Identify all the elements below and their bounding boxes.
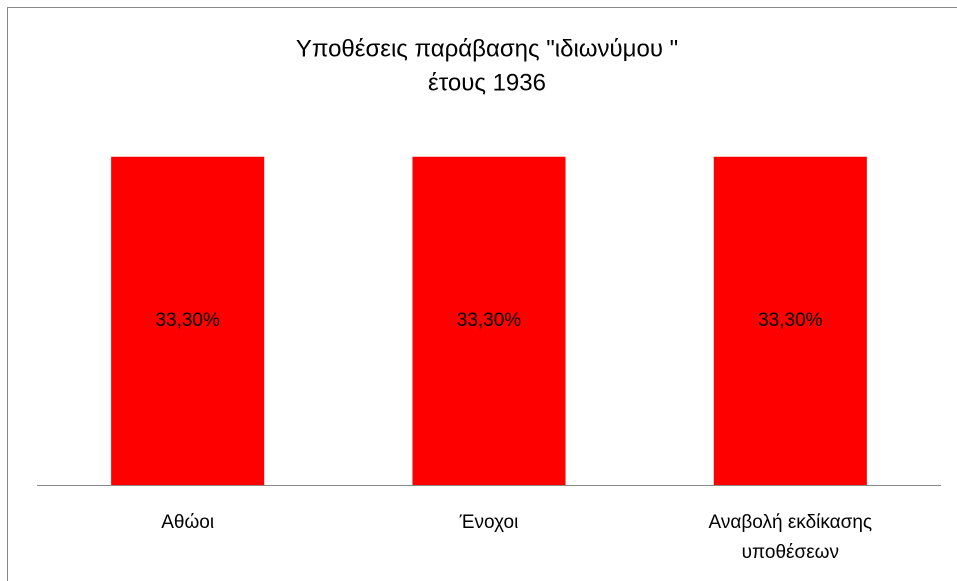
bar: [412, 156, 566, 485]
x-tick-label: Αθώοι: [161, 512, 215, 533]
chart-border: [7, 7, 957, 581]
chart-title: Υποθέσεις παράβασης "ιδιωνύμου ": [296, 35, 678, 62]
data-label: 33,30%: [758, 310, 823, 331]
chart-title: έτους 1936: [428, 69, 546, 96]
bar: [111, 156, 265, 485]
x-tick-label: Αναβολή εκδίκασης υποθέσεων: [708, 512, 873, 563]
data-label: 33,30%: [457, 310, 522, 331]
bar: [713, 156, 867, 485]
data-label: 33,30%: [155, 310, 220, 331]
x-tick-label: Ένοχοι: [459, 512, 519, 533]
